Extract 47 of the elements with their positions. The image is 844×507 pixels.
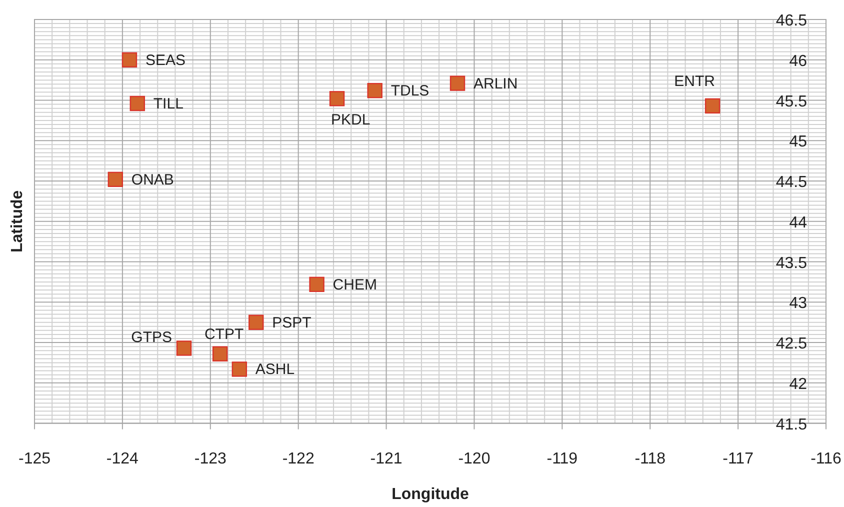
annotation: ARLIN <box>474 75 518 92</box>
y-tick-label: 43 <box>789 295 808 312</box>
x-tick-label: -118 <box>634 450 666 468</box>
annotation: TDLS <box>390 82 430 100</box>
point <box>232 362 248 377</box>
annotation: ENTR <box>674 72 716 90</box>
y-tick-label: 46 <box>789 52 808 70</box>
x-tick-label: -124 <box>106 450 139 468</box>
x-tick-label: -119 <box>546 450 578 468</box>
y-tick-label: 45 <box>789 134 808 151</box>
y-tick-label: 42 <box>789 376 808 393</box>
annotation: PSPT <box>272 314 312 332</box>
y-tick-label: 44 <box>789 214 808 232</box>
annotation: TILL <box>153 95 184 112</box>
annotation: SEAS <box>145 52 186 69</box>
annotation: GTPS <box>131 329 172 346</box>
x-tick-label: -125 <box>18 450 51 468</box>
x-tick-label: -120 <box>458 450 490 468</box>
point <box>122 52 138 68</box>
y-tick-label: 46.5 <box>776 12 808 30</box>
point <box>309 276 324 292</box>
y-tick-label: 42.5 <box>776 336 808 353</box>
annotation: ASHL <box>255 361 295 378</box>
x-tick-label: -122 <box>282 450 314 468</box>
x-axis-title: Longitude <box>392 486 470 503</box>
annotation: CTPT <box>204 326 244 343</box>
y-tick-label: 43.5 <box>776 254 808 272</box>
point <box>130 96 145 112</box>
x-tick-label: -121 <box>370 450 402 468</box>
point <box>704 98 720 114</box>
y-tick-label: 41.5 <box>776 416 808 434</box>
y-axis-title: Latitude <box>9 190 26 253</box>
annotation: PKDL <box>331 112 370 129</box>
annotation: ONAB <box>131 171 174 188</box>
point <box>248 314 264 330</box>
x-tick-label: -116 <box>810 450 842 468</box>
point <box>212 346 228 362</box>
point <box>367 82 382 98</box>
y-tick-label: 45.5 <box>776 93 808 110</box>
x-tick-label: -123 <box>194 450 226 468</box>
point <box>329 91 345 106</box>
point <box>176 340 192 356</box>
point <box>108 172 124 188</box>
x-tick-label: -117 <box>722 450 754 468</box>
y-tick-label: 44.5 <box>776 174 808 192</box>
annotation: CHEM <box>332 276 377 294</box>
point <box>450 76 466 91</box>
